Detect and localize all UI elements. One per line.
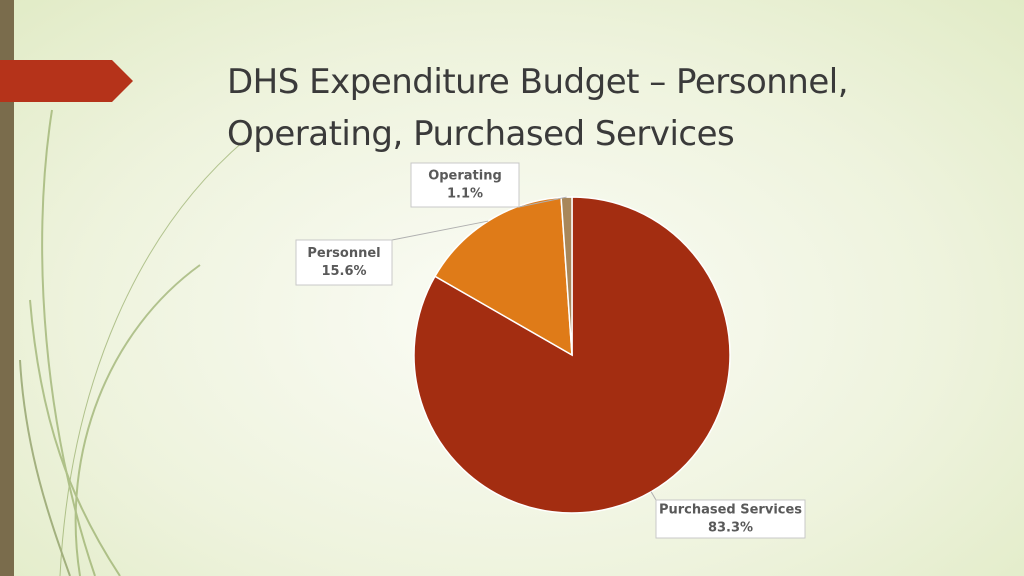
leader-line bbox=[391, 220, 489, 241]
slide-title: DHS Expenditure Budget – Personnel, Oper… bbox=[227, 62, 849, 154]
data-label-value: 15.6% bbox=[321, 264, 366, 279]
pie-slice bbox=[413, 196, 731, 514]
data-label-value: 83.3% bbox=[708, 521, 753, 536]
leader-line bbox=[518, 196, 567, 208]
data-label-box bbox=[410, 162, 520, 208]
leader-line bbox=[650, 491, 657, 501]
data-label-box bbox=[655, 499, 806, 539]
data-label-value: 1.1% bbox=[447, 187, 483, 202]
title-arrow bbox=[0, 60, 133, 102]
pie-slice bbox=[560, 196, 573, 356]
pie-slice bbox=[433, 196, 573, 357]
data-label-box bbox=[295, 239, 393, 286]
data-label-name: Personnel bbox=[307, 246, 380, 261]
data-label-name: Operating bbox=[428, 169, 502, 184]
decor-lines bbox=[19, 109, 246, 576]
data-label-name: Purchased Services bbox=[659, 503, 802, 518]
side-bar bbox=[0, 0, 14, 576]
